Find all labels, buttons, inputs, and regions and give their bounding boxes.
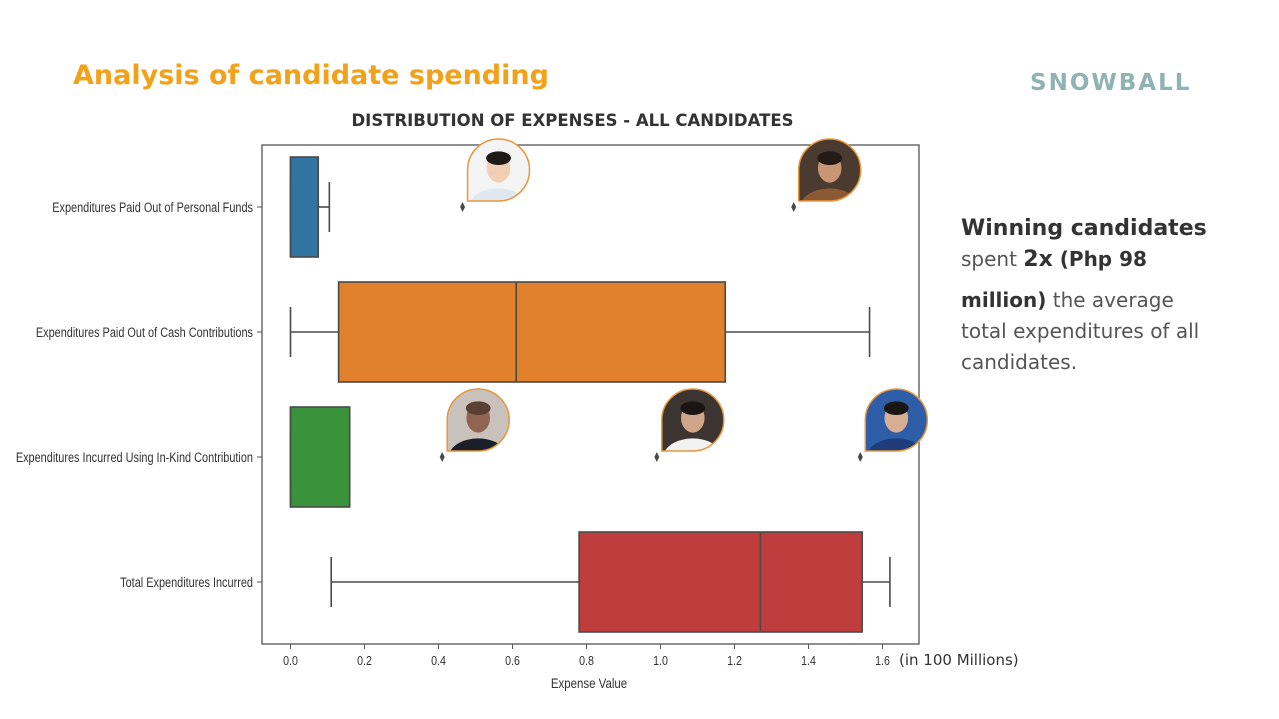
callout-spent: spent	[961, 247, 1017, 271]
y-category-label: Expenditures Incurred Using In-Kind Cont…	[16, 450, 253, 466]
box	[578, 531, 863, 633]
callout-paren: (	[1052, 247, 1069, 271]
unit-note: (in 100 Millions)	[899, 651, 1019, 669]
outlier-marker	[439, 452, 445, 462]
x-tick-label: 0.8	[579, 653, 594, 668]
chart-title: DISTRIBUTION OF EXPENSES - ALL CANDIDATE…	[351, 111, 794, 130]
slide-title: Analysis of candidate spending	[73, 60, 549, 91]
callout-amount-cont: million)	[961, 288, 1047, 312]
callout-lead: Winning candidates	[961, 216, 1207, 241]
x-tick-label: 0.6	[505, 653, 520, 668]
candidate-photo-icon	[446, 388, 510, 452]
x-tick-label: 0.4	[431, 653, 446, 668]
callout-text: Winning candidates spent 2x (Php 98 mill…	[961, 213, 1221, 378]
candidate-photo-icon	[864, 388, 929, 452]
x-tick-label: 1.6	[875, 653, 890, 668]
x-tick-label: 1.2	[727, 653, 742, 668]
outlier-marker	[857, 452, 863, 462]
callout-rest: the average total expenditures of all ca…	[961, 288, 1200, 374]
outlier-marker	[791, 202, 797, 212]
box	[289, 156, 320, 258]
plot-frame	[261, 144, 920, 645]
callout-multiplier: 2x	[1023, 247, 1053, 272]
candidate-photo-icon	[797, 138, 862, 202]
x-tick-label: 1.0	[653, 653, 668, 668]
box	[289, 406, 351, 508]
y-category-label: Expenditures Paid Out of Personal Funds	[52, 200, 253, 216]
candidate-photo-icon	[466, 138, 531, 202]
outlier-marker	[460, 202, 466, 212]
candidate-photo-icon	[661, 388, 725, 452]
outlier-marker	[654, 452, 660, 462]
callout-amount: Php 98	[1068, 247, 1147, 271]
brand-logo: SNOWBALL	[1030, 70, 1192, 96]
y-category-label: Expenditures Paid Out of Cash Contributi…	[36, 325, 253, 341]
x-tick-label: 1.4	[801, 653, 816, 668]
x-axis-label: Expense Value	[551, 675, 627, 691]
x-tick-label: 0.0	[283, 653, 298, 668]
y-category-label: Total Expenditures Incurred	[120, 575, 253, 591]
box	[337, 281, 727, 383]
x-tick-label: 0.2	[357, 653, 372, 668]
